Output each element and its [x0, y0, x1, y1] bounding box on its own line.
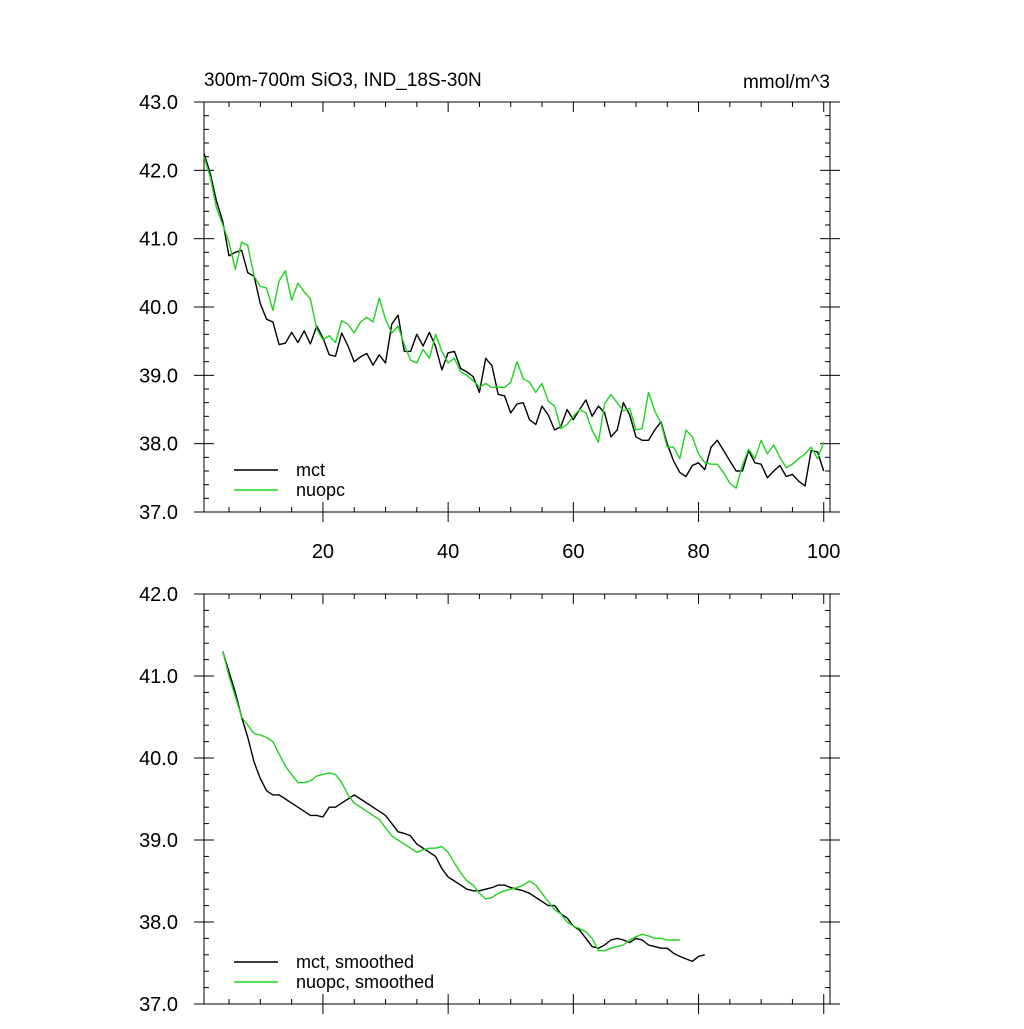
top-chart-title: 300m-700m SiO3, IND_18S-30N — [204, 70, 482, 91]
top-y-tick-label: 41.0 — [139, 229, 178, 251]
top-x-tick-label: 80 — [687, 541, 709, 563]
top-legend-label-0: mct — [296, 460, 325, 480]
bottom-axis-ticks: 37.0 38.0 39.0 40.0 41.0 42.0 — [139, 584, 840, 1016]
top-y-tick-label: 38.0 — [139, 434, 178, 456]
top-x-tick-label: 20 — [312, 541, 334, 563]
bottom-legend-label-0: mct, smoothed — [296, 952, 414, 972]
bottom-y-tick-label: 37.0 — [139, 994, 178, 1016]
top-y-tick-label: 40.0 — [139, 297, 178, 319]
top-series-lines — [203, 153, 825, 489]
bottom-panel: 37.0 38.0 39.0 40.0 41.0 42.0 mct, smoothednu… — [139, 584, 840, 1016]
top-chart-units: mmol/m^3 — [743, 72, 830, 93]
bottom-y-tick-label: 38.0 — [139, 912, 178, 934]
top-x-tick-label: 40 — [437, 541, 459, 563]
top-legend-label-1: nuopc — [296, 480, 345, 500]
top-y-tick-label: 42.0 — [139, 160, 178, 182]
bottom-plot-frame — [203, 593, 831, 1005]
bottom-y-tick-label: 39.0 — [139, 830, 178, 852]
top-y-tick-label: 43.0 — [139, 92, 178, 114]
bottom-y-tick-label: 40.0 — [139, 748, 178, 770]
top-x-tick-label: 100 — [807, 541, 840, 563]
bottom-series-lines — [222, 651, 705, 963]
bottom-legend-label-1: nuopc, smoothed — [296, 972, 434, 992]
top-plot-frame — [203, 101, 831, 513]
top-series-line-nuopc — [203, 156, 825, 489]
top-panel: 300m-700m SiO3, IND_18S-30N mmol/m^3 20 4… — [139, 70, 840, 563]
bottom-series-line-nuopc-smoothed — [222, 651, 680, 952]
top-axis-ticks: 20 40 60 80 100 37.0 38.0 39.0 40.0 41.0 42.0 43.0 — [139, 92, 840, 563]
top-x-tick-label: 60 — [562, 541, 584, 563]
top-y-tick-label: 39.0 — [139, 365, 178, 387]
bottom-y-tick-label: 41.0 — [139, 666, 178, 688]
top-series-line-mct — [203, 153, 825, 487]
top-y-tick-label: 37.0 — [139, 502, 178, 524]
bottom-y-tick-label: 42.0 — [139, 584, 178, 606]
bottom-series-line-mct-smoothed — [222, 651, 705, 963]
